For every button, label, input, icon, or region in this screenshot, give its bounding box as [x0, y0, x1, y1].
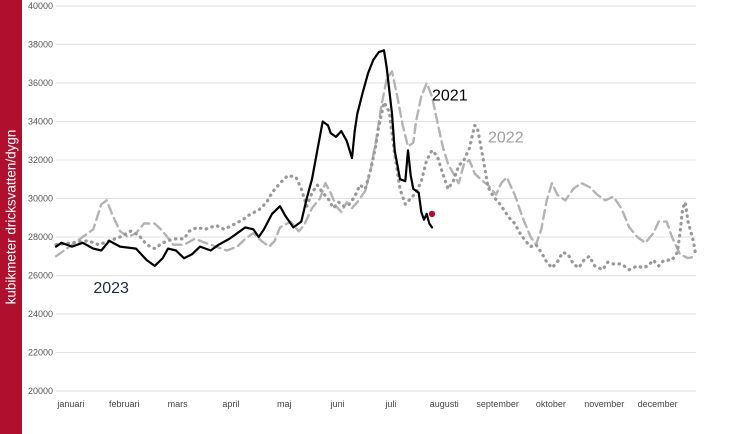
y-tick-label: 30000	[28, 194, 53, 204]
x-tick-label: oktober	[536, 399, 566, 409]
side-bar: kubikmeter dricksvatten/dygn	[0, 0, 22, 434]
y-tick-label: 34000	[28, 117, 53, 127]
x-tick-label: augusti	[430, 399, 459, 409]
x-tick-label: mars	[168, 399, 188, 409]
y-tick-label: 26000	[28, 271, 53, 281]
annotation-label: 2023	[93, 280, 129, 297]
gridlines	[56, 5, 696, 392]
x-tick-label: juni	[330, 399, 345, 409]
series-line-2022	[54, 70, 698, 260]
y-tick-label: 36000	[28, 78, 53, 88]
y-axis-ticks: 20000 22000 24000 26000 28000 30000 32000 34000…	[28, 1, 53, 396]
series-group	[54, 49, 698, 272]
y-tick-label: 28000	[28, 232, 53, 242]
x-axis-ticks: januari februari mars april maj juni juli augus…	[56, 399, 677, 409]
x-tick-label: april	[222, 399, 239, 409]
series-line-2023	[54, 49, 434, 267]
y-tick-label: 20000	[28, 386, 53, 396]
x-tick-label: februari	[109, 399, 140, 409]
annotation-label: 2022	[488, 130, 524, 147]
y-tick-label: 24000	[28, 309, 53, 319]
y-tick-label: 40000	[28, 1, 53, 11]
annotation-label: 2021	[432, 87, 468, 104]
y-tick-label: 38000	[28, 40, 53, 50]
x-tick-label: december	[638, 399, 678, 409]
x-tick-label: maj	[277, 399, 292, 409]
x-tick-label: januari	[56, 399, 84, 409]
annotations: 2021 2022 2023	[93, 87, 523, 297]
y-tick-label: 32000	[28, 155, 53, 165]
highlight-point	[428, 210, 436, 218]
series-line-2021	[54, 100, 698, 272]
x-tick-label: september	[476, 399, 519, 409]
x-tick-label: november	[584, 399, 624, 409]
x-tick-label: juli	[384, 399, 396, 409]
y-tick-label: 22000	[28, 348, 53, 358]
